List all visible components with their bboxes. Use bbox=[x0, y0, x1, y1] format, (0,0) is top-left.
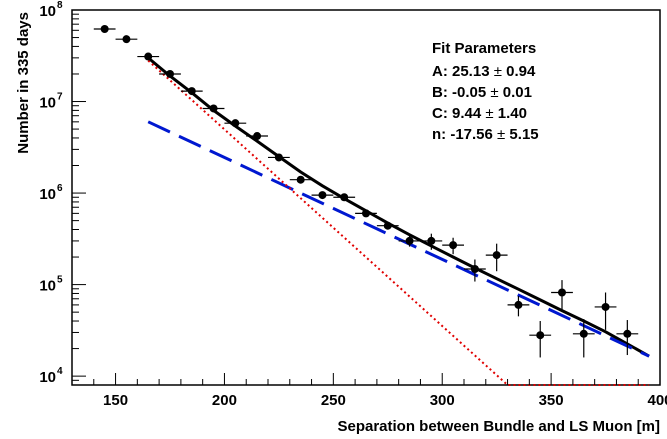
data-point bbox=[144, 52, 153, 61]
y-tick-exponent: 8 bbox=[57, 0, 63, 11]
y-tick-label: 10 bbox=[39, 95, 56, 112]
data-point bbox=[100, 25, 109, 34]
data-point bbox=[405, 236, 414, 245]
data-point bbox=[209, 104, 218, 113]
y-tick-exponent: 7 bbox=[57, 92, 63, 103]
ticks-layer: 150200250300350400104105106107108 bbox=[39, 0, 667, 409]
y-tick-exponent: 6 bbox=[57, 183, 63, 194]
data-point bbox=[318, 191, 327, 200]
y-tick-label: 10 bbox=[39, 3, 56, 20]
y-tick-label: 10 bbox=[39, 369, 56, 386]
y-axis-label: Number in 335 days bbox=[15, 12, 32, 154]
x-tick-label: 150 bbox=[103, 392, 128, 409]
y-tick-label: 10 bbox=[39, 186, 56, 203]
fit-line-solid bbox=[147, 56, 650, 358]
data-point bbox=[340, 193, 349, 202]
data-point bbox=[514, 300, 523, 309]
data-point bbox=[383, 221, 392, 230]
data-point bbox=[558, 288, 566, 297]
legend-title: Fit Parameters bbox=[432, 40, 536, 57]
data-point bbox=[296, 175, 305, 184]
fit-line-dotted bbox=[147, 59, 650, 386]
y-tick-exponent: 5 bbox=[57, 275, 63, 286]
x-tick-label: 350 bbox=[539, 392, 564, 409]
x-tick-label: 300 bbox=[430, 392, 455, 409]
fit-parameter-line: A: 25.13 ± 0.94 bbox=[432, 63, 536, 80]
data-point bbox=[427, 236, 436, 245]
x-tick-label: 400 bbox=[647, 392, 667, 409]
data-point bbox=[536, 331, 545, 340]
data-point bbox=[470, 265, 479, 274]
x-tick-label: 250 bbox=[321, 392, 346, 409]
series-layer bbox=[93, 25, 650, 386]
data-point bbox=[166, 69, 174, 78]
fit-parameter-line: C: 9.44 ± 1.40 bbox=[432, 105, 527, 122]
x-tick-label: 200 bbox=[212, 392, 237, 409]
y-tick-exponent: 4 bbox=[57, 366, 63, 377]
data-point bbox=[187, 87, 196, 96]
fit-parameter-line: B: -0.05 ± 0.01 bbox=[432, 84, 532, 101]
data-point bbox=[253, 132, 262, 141]
data-point bbox=[449, 241, 458, 250]
data-point bbox=[492, 251, 501, 260]
data-point bbox=[274, 153, 283, 162]
data-point bbox=[623, 329, 632, 338]
data-point bbox=[579, 329, 588, 338]
fit-parameter-line: n: -17.56 ± 5.15 bbox=[432, 126, 539, 143]
fit-line-dashed bbox=[147, 120, 650, 358]
data-point bbox=[231, 119, 240, 128]
y-tick-label: 10 bbox=[39, 278, 56, 295]
fit-parameters-box: Fit Parameters A: 25.13 ± 0.94 B: -0.05 ±… bbox=[432, 40, 539, 143]
data-point bbox=[362, 209, 370, 218]
x-axis-label: Separation between Bundle and LS Muon [m… bbox=[337, 418, 660, 435]
data-point bbox=[122, 35, 131, 44]
data-point bbox=[601, 302, 610, 311]
